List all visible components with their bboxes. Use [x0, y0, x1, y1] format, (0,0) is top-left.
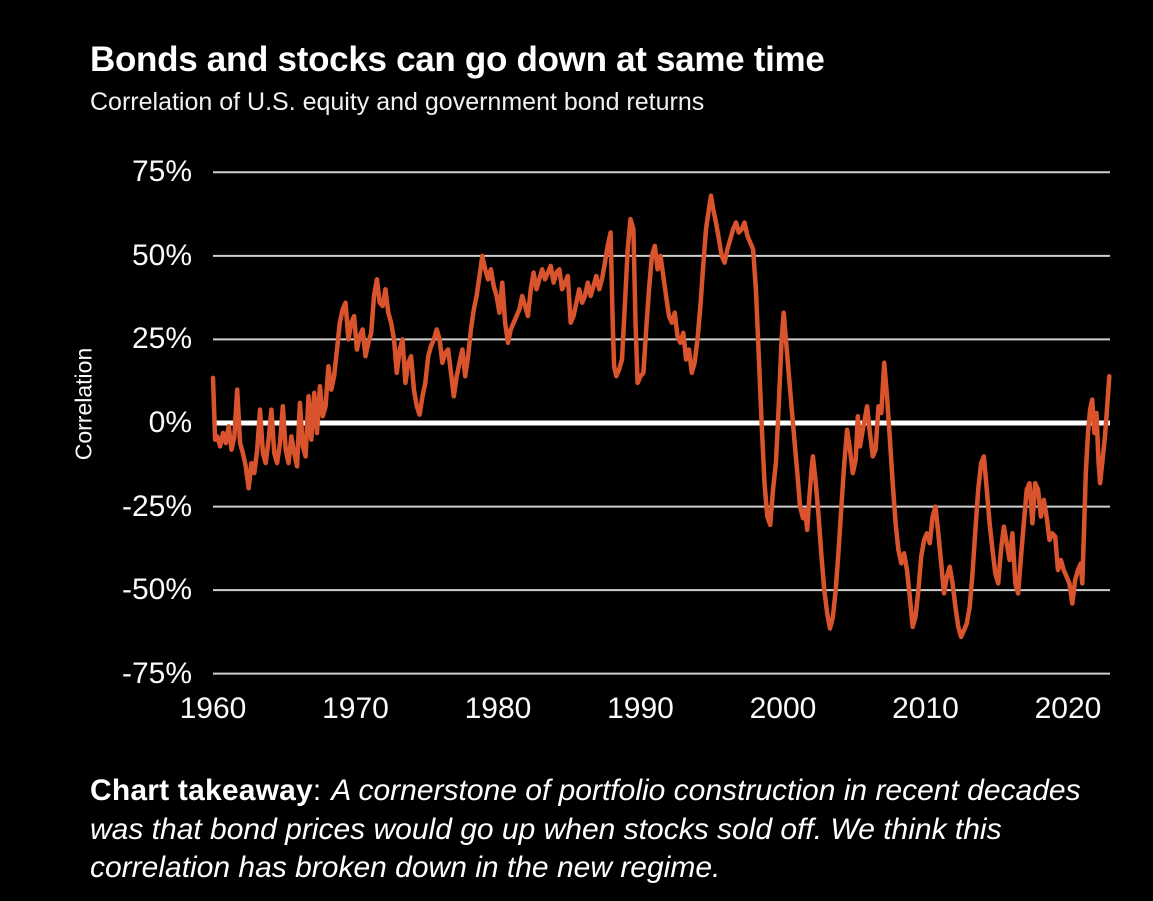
y-tick-label-0: 0% — [148, 406, 192, 439]
y-tick-label--75: -75% — [121, 656, 192, 690]
chart-title: Bonds and stocks can go down at same tim… — [90, 40, 825, 79]
correlation-line-chart — [210, 171, 1112, 675]
y-tick-label--25: -25% — [121, 489, 192, 523]
correlation-series-line — [210, 193, 1112, 640]
x-tick-label-1990: 1990 — [607, 692, 674, 725]
chart-takeaway: Chart takeaway: A cornerstone of portfoli… — [90, 772, 1095, 888]
x-tick-label-1960: 1960 — [179, 692, 247, 725]
x-tick-label-2010: 2010 — [892, 692, 959, 725]
chart-subtitle: Correlation of U.S. equity and governmen… — [90, 88, 705, 116]
y-tick-label-25: 25% — [131, 322, 192, 356]
takeaway-colon: : — [312, 774, 322, 807]
takeaway-text: A cornerstone of portfolio construction … — [90, 774, 1081, 884]
x-tick-label-2000: 2000 — [749, 692, 817, 725]
x-tick-label-1980: 1980 — [464, 692, 532, 725]
y-tick-label-75: 75% — [131, 155, 192, 189]
x-tick-label-2020: 2020 — [1034, 692, 1102, 725]
y-tick-label--50: -50% — [121, 573, 192, 607]
takeaway-label: Chart takeaway — [90, 774, 313, 807]
x-tick-label-1970: 1970 — [322, 692, 389, 725]
y-tick-label-50: 50% — [131, 238, 192, 272]
